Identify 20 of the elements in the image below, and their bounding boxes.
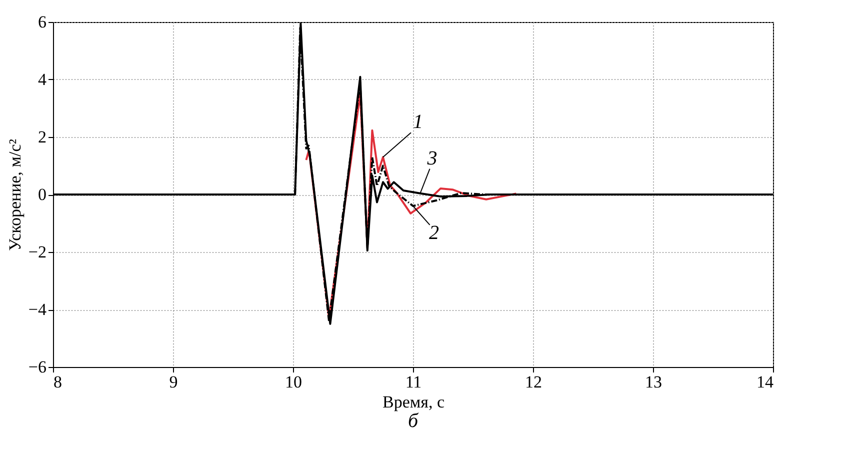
y-tick-label: 6 (38, 12, 46, 32)
x-axis-title: Время, с (382, 392, 445, 412)
text: б (408, 410, 419, 432)
y-tick-label: −4 (28, 300, 47, 319)
y-tick-label: −6 (28, 358, 46, 376)
annotation: 1 (413, 111, 423, 134)
x-tick-label: 8 (54, 372, 62, 392)
y-tick-label: 0 (38, 185, 46, 204)
x-tick-label: 11 (405, 372, 422, 392)
annotation: 3 (426, 147, 438, 170)
x-tick-label: 13 (645, 372, 662, 392)
y-axis-title: Ускорение, м/с² (5, 139, 24, 251)
x-tick-label: 9 (169, 372, 178, 392)
x-tick-label: 10 (285, 372, 302, 392)
y-tick-label: 2 (38, 128, 46, 146)
annotation: 2 (429, 222, 439, 244)
x-tick-label: 12 (525, 372, 542, 392)
y-tick-label: 4 (38, 70, 47, 89)
y-tick-label: −2 (28, 242, 46, 262)
x-tick-label: 14 (756, 372, 774, 392)
